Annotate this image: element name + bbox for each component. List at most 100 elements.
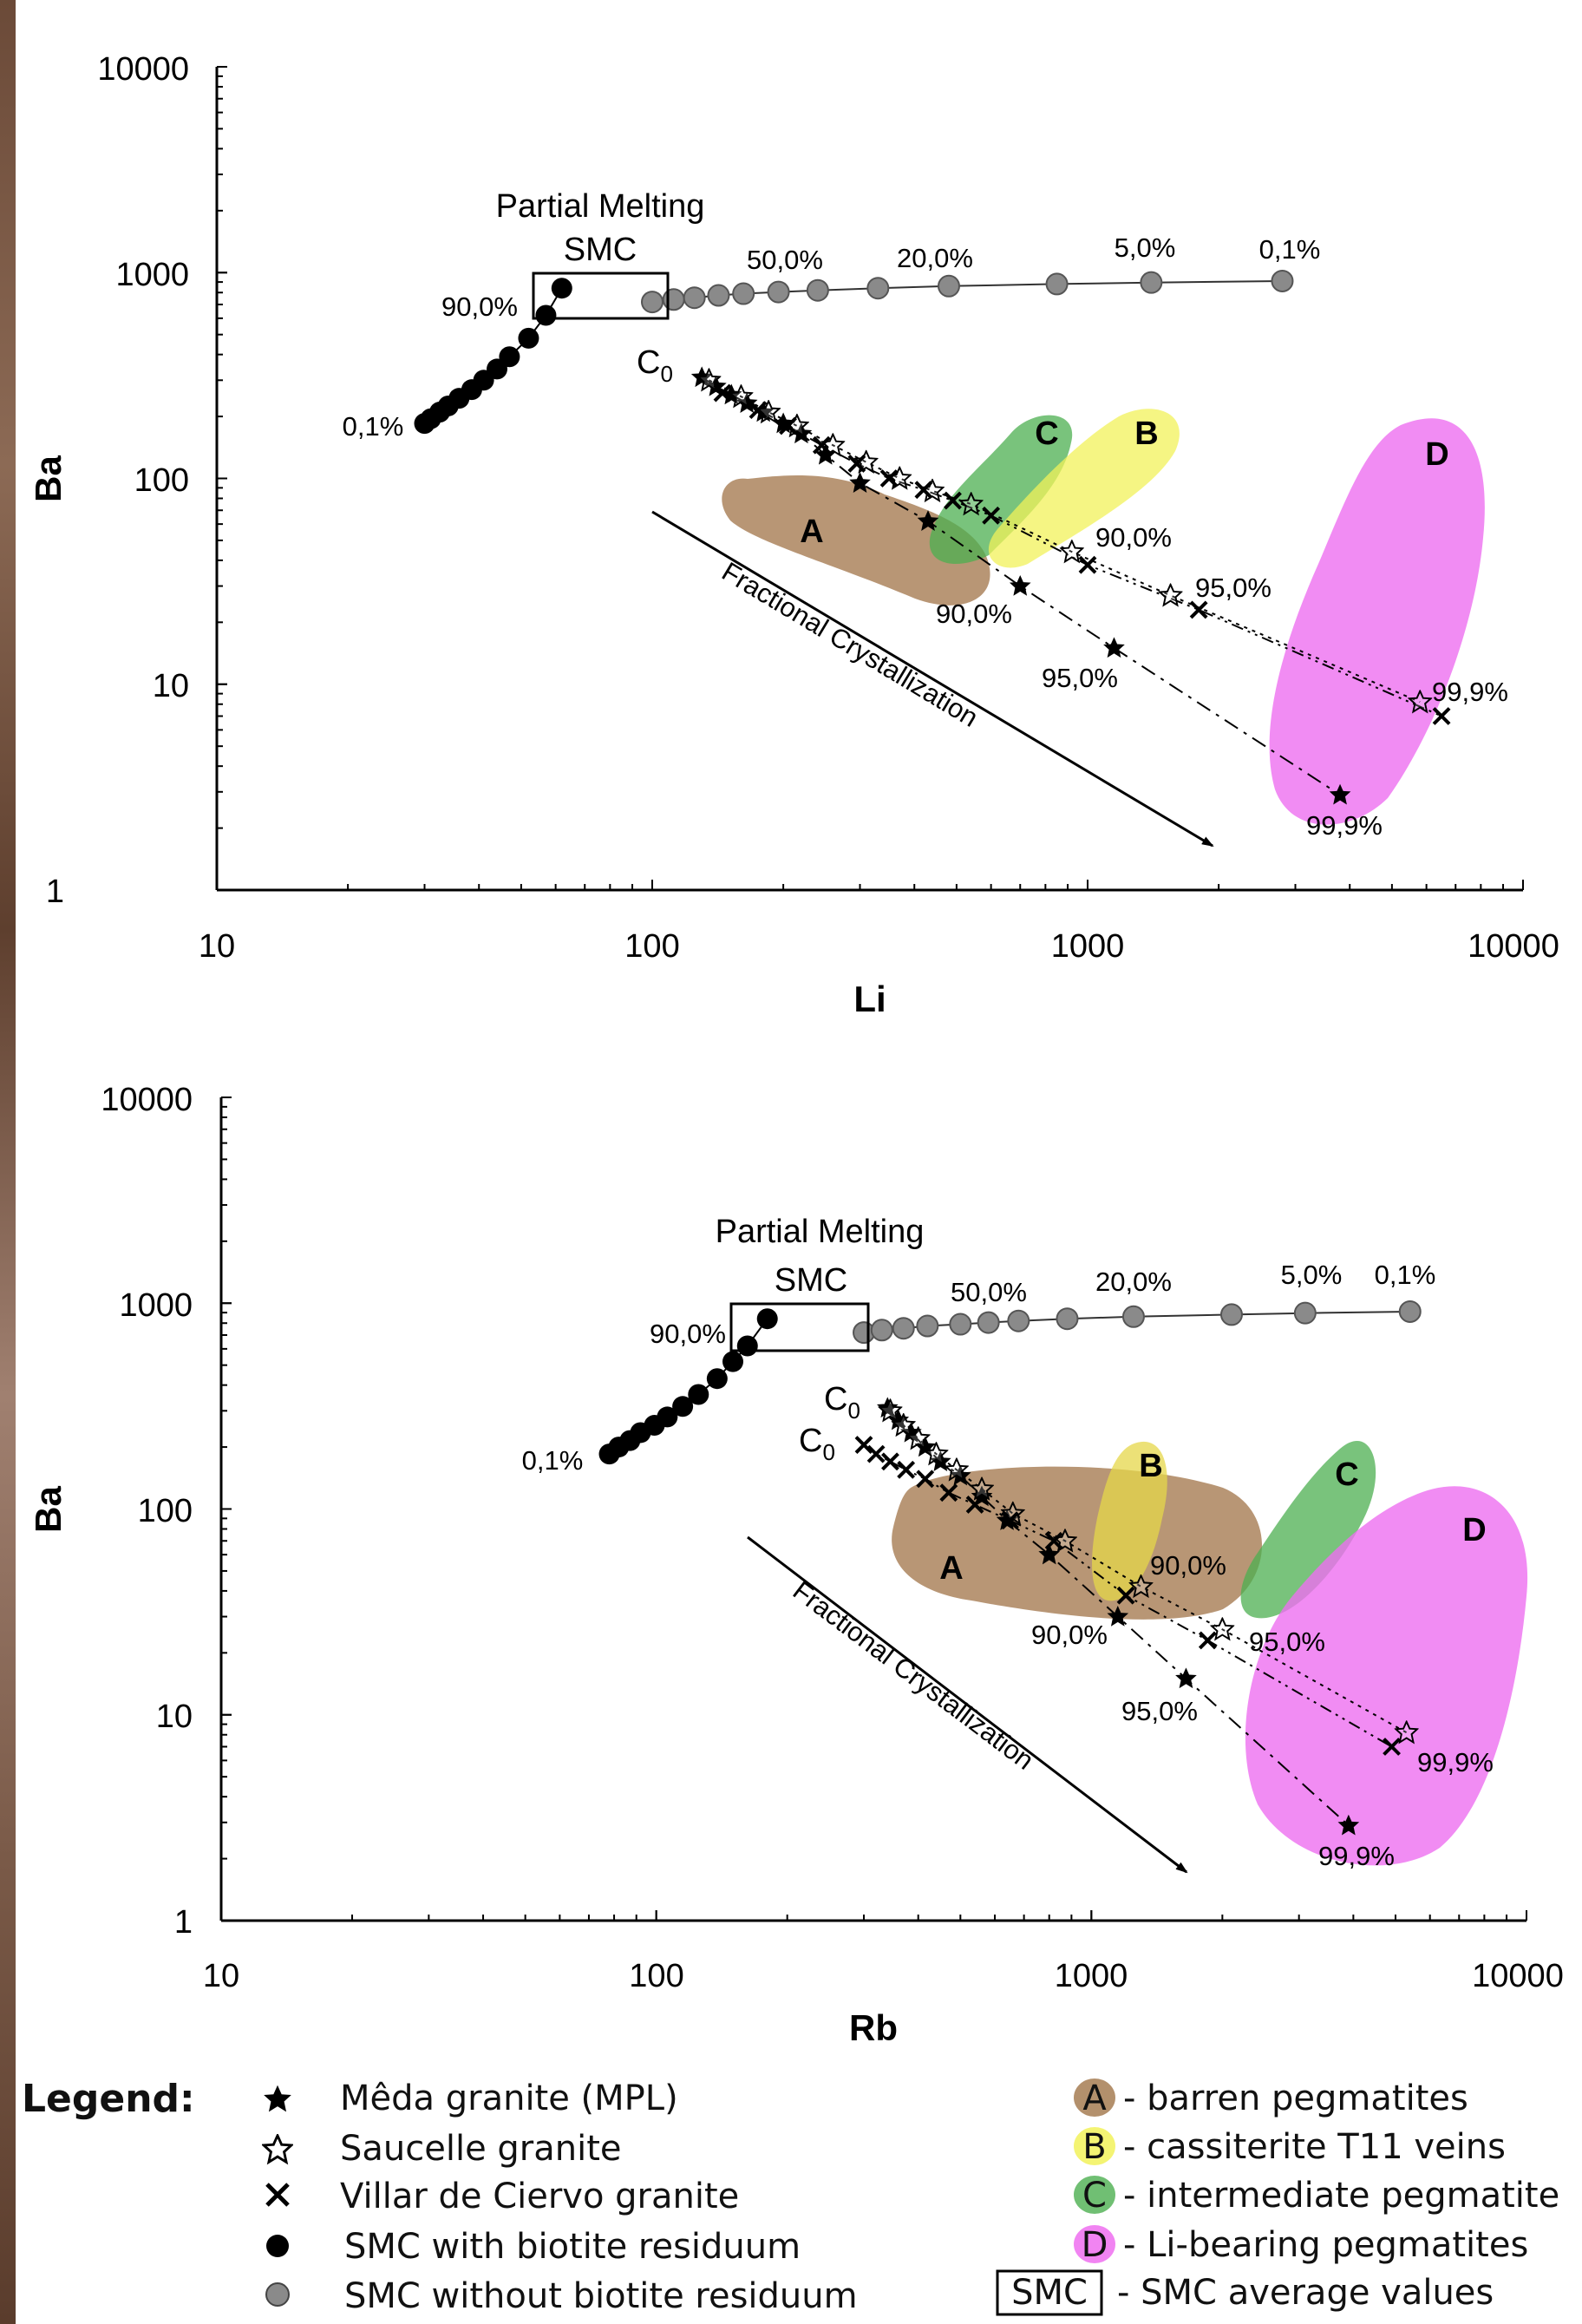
data-point-black-star xyxy=(1103,637,1125,658)
data-point-black-circle xyxy=(657,1406,678,1428)
percent-label: 95,0% xyxy=(1249,1627,1325,1657)
data-point-grey-circle xyxy=(1398,1299,1422,1323)
axis-ticks xyxy=(216,66,1524,891)
percent-label: 99,9% xyxy=(1432,677,1508,707)
smc-average-box xyxy=(729,1302,870,1352)
x-tick-label: 100 xyxy=(629,1958,683,1994)
field-label-b: B xyxy=(1139,1448,1162,1484)
data-point-black-circle xyxy=(688,1384,709,1405)
data-point-cross xyxy=(916,1470,935,1489)
field-a-barren-pegmatites xyxy=(892,1466,1262,1620)
field-group xyxy=(722,409,1485,825)
legend-label: - SMC average values xyxy=(1117,2273,1494,2313)
data-point-black-circle xyxy=(756,1308,778,1330)
y-tick-label: 10000 xyxy=(97,51,189,88)
y-tick-label: 10000 xyxy=(101,1082,193,1118)
data-point-grey-circle xyxy=(866,277,890,300)
percent-label: 50,0% xyxy=(747,245,823,275)
c0-label: C0 xyxy=(799,1423,835,1465)
data-point-grey-circle xyxy=(732,282,755,305)
percent-label: 95,0% xyxy=(1121,1696,1198,1726)
percent-label: 0,1% xyxy=(1375,1260,1436,1290)
data-point-black-circle xyxy=(551,278,572,299)
data-point-black-circle xyxy=(722,1351,744,1372)
legend-key: C xyxy=(1082,2176,1107,2216)
field-label-a: A xyxy=(800,514,823,550)
data-point-grey-circle xyxy=(1007,1309,1030,1332)
percent-label: 90,0% xyxy=(1031,1620,1108,1650)
data-points xyxy=(414,269,1451,805)
x-axis-label: Rb xyxy=(849,2007,898,2048)
x-tick-label: 1000 xyxy=(1051,928,1125,965)
field-label-a: A xyxy=(939,1550,963,1587)
percent-label: 99,9% xyxy=(1417,1747,1494,1777)
data-point-cross xyxy=(881,1452,899,1471)
data-point-grey-circle xyxy=(683,286,706,310)
fractional-crystallization-arrow xyxy=(747,1535,1188,1874)
y-tick-label: 1 xyxy=(174,1904,193,1941)
data-point-black-circle xyxy=(706,1368,728,1390)
data-point-grey-circle xyxy=(1219,1303,1243,1326)
legend-key: A xyxy=(1082,2079,1107,2118)
percent-label: 99,9% xyxy=(1306,810,1383,841)
data-point-grey-circle xyxy=(1121,1305,1145,1328)
partial-melting-label: Partial Melting xyxy=(496,188,705,225)
y-tick-label: 1000 xyxy=(119,1287,193,1324)
y-axis-label: Ba xyxy=(28,455,69,502)
percent-label: 90,0% xyxy=(1150,1550,1226,1581)
legend-label: Saucelle granite xyxy=(340,2129,622,2169)
data-point-cross xyxy=(944,491,962,510)
smc-average-box xyxy=(532,272,670,320)
percent-label: 99,9% xyxy=(1318,1841,1395,1871)
fractional-crystallization-arrow xyxy=(651,510,1214,848)
data-point-cross xyxy=(854,1436,873,1454)
legend-label: - intermediate pegmatite xyxy=(1123,2176,1559,2216)
percent-label: 50,0% xyxy=(951,1277,1027,1307)
legend-label: Mêda granite (MPL) xyxy=(340,2079,678,2118)
legend-swatch-d xyxy=(1074,2225,1115,2263)
percent-label: 0,1% xyxy=(522,1445,584,1476)
data-point-open-star xyxy=(1211,1617,1234,1640)
data-point-cross xyxy=(812,435,831,455)
data-point-cross xyxy=(847,455,866,473)
c0-label: C0 xyxy=(824,1381,860,1424)
legend-label: - barren pegmatites xyxy=(1123,2079,1468,2118)
field-group xyxy=(892,1440,1528,1866)
data-point-cross xyxy=(1078,555,1097,574)
percent-label: 90,0% xyxy=(936,599,1012,629)
percent-label: 5,0% xyxy=(1115,232,1176,263)
data-point-black-circle xyxy=(499,346,520,368)
legend-swatch-c xyxy=(1074,2176,1115,2214)
open-star-icon xyxy=(262,2134,293,2164)
black-circle-icon xyxy=(266,2235,289,2257)
data-point-grey-circle xyxy=(707,284,730,307)
y-tick-label: 10 xyxy=(153,668,189,704)
field-label-c: C xyxy=(1335,1457,1358,1493)
image-border-strip xyxy=(0,0,16,2324)
data-point-grey-circle xyxy=(641,291,664,314)
grey-circle-icon xyxy=(265,2282,290,2307)
legend-label: Villar de Ciervo granite xyxy=(340,2177,739,2216)
legend-label: - Li-bearing pegmatites xyxy=(1123,2225,1528,2265)
percent-label: 95,0% xyxy=(1042,663,1118,693)
smc-label: SMC xyxy=(564,232,637,268)
legend-key: B xyxy=(1082,2127,1106,2167)
data-point-black-star xyxy=(1175,1667,1197,1689)
data-point-cross xyxy=(866,1444,886,1463)
series-line-open-star xyxy=(889,1410,1408,1734)
field-c-intermediate-pegmatite xyxy=(929,415,1073,564)
partial-melting-label: Partial Melting xyxy=(716,1214,925,1250)
field-label-d: D xyxy=(1425,436,1448,473)
data-point-cross xyxy=(965,1496,984,1514)
field-label-c: C xyxy=(1035,416,1058,452)
field-d-li-bearing-pegmatites xyxy=(1269,418,1485,825)
legend-swatch-b xyxy=(1074,2127,1115,2165)
data-point-black-circle xyxy=(736,1335,758,1357)
data-point-grey-circle xyxy=(937,274,960,298)
data-point-grey-circle xyxy=(1271,269,1294,292)
data-point-grey-circle xyxy=(892,1317,915,1340)
y-axis-label: Ba xyxy=(28,1486,69,1533)
data-point-cross xyxy=(1001,1511,1019,1530)
x-tick-label: 100 xyxy=(624,928,679,965)
